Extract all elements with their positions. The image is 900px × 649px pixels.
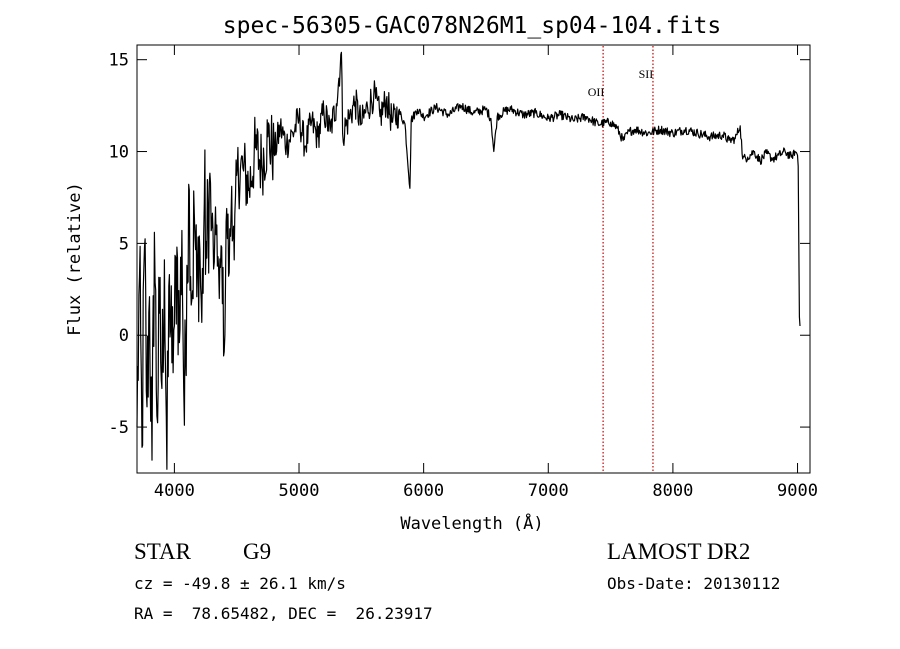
y-tick-label: -5	[109, 418, 129, 438]
obs-date: Obs-Date: 20130112	[607, 574, 781, 593]
x-axis-label: Wavelength (Å)	[400, 512, 543, 534]
x-tick-label: 8000	[652, 481, 693, 501]
x-tick-label: 5000	[279, 481, 320, 501]
object-class: STAR	[134, 539, 191, 564]
coordinates: RA = 78.65482, DEC = 26.23917	[134, 604, 433, 623]
spectrum-line	[136, 51, 801, 470]
velocity-readout: cz = -49.8 ± 26.1 km/s	[134, 574, 346, 593]
subclass: G9	[243, 539, 272, 564]
spectral-line-label: OII	[588, 85, 605, 99]
x-tick-label: 9000	[777, 481, 818, 501]
x-tick-label: 7000	[528, 481, 569, 501]
y-tick-label: 5	[119, 234, 129, 254]
chart-title: spec-56305-GAC078N26M1_sp04-104.fits	[223, 13, 722, 39]
y-axis-label: Flux (relative)	[65, 182, 85, 336]
y-tick-label: 0	[119, 326, 129, 346]
y-tick-label: 15	[109, 51, 129, 71]
spectral-line-label: SII	[639, 67, 654, 81]
plot-frame	[136, 44, 811, 474]
x-tick-label: 4000	[154, 481, 195, 501]
x-tick-label: 6000	[403, 481, 444, 501]
survey-name: LAMOST DR2	[607, 539, 751, 564]
y-tick-label: 10	[109, 143, 129, 163]
